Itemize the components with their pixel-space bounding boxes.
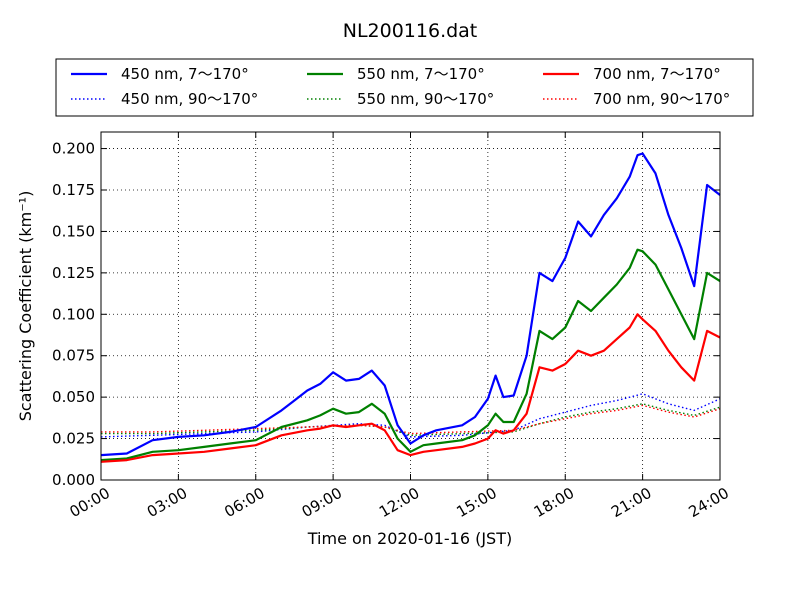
series-line [100,248,721,462]
y-tick-label: 0.200 [52,140,95,158]
y-tick-label: 0.025 [52,430,95,448]
y-tick-label: 0.175 [52,181,95,199]
series-line [101,403,721,436]
x-axis-label: Time on 2020-01-16 (JST) [307,529,512,548]
legend-label: 450 nm, 90～170° [121,90,258,108]
x-tick-label: 21:00 [608,484,654,521]
legend-box [55,58,754,117]
y-tick-label: 0.125 [52,264,95,282]
x-tick-label: 03:00 [144,484,190,521]
x-tick-label: 15:00 [453,484,499,521]
y-tick-label: 0.075 [52,347,95,365]
legend-label: 700 nm, 7～170° [593,65,721,83]
series-line [100,152,721,457]
y-tick-label: 0.050 [52,388,95,406]
y-axis-label: Scattering Coefficient (km⁻¹) [16,191,35,422]
x-tick-label: 06:00 [221,484,267,521]
legend: 450 nm, 7～170° 550 nm, 7～170° 700 nm, 7～17… [55,58,754,117]
legend-label: 700 nm, 90～170° [593,90,730,108]
legend-label: 550 nm, 7～170° [357,65,485,83]
legend-label: 550 nm, 90～170° [357,90,494,108]
x-tick-label: 09:00 [299,484,345,521]
x-tick-label: 00:00 [67,484,113,521]
x-tick-label: 24:00 [686,484,732,521]
series-line [100,313,721,463]
y-tick-label: 0.150 [52,222,95,240]
grid [101,132,720,480]
y-tick-label: 0.100 [52,305,95,323]
x-tick-label: 12:00 [376,484,422,521]
legend-label: 450 nm, 7～170° [121,65,249,83]
chart-title: NL200116.dat [343,20,478,42]
series-line [101,404,721,435]
series-layer [100,152,721,463]
y-tick-label: 0.000 [52,471,95,489]
x-tick-label: 18:00 [531,484,577,521]
